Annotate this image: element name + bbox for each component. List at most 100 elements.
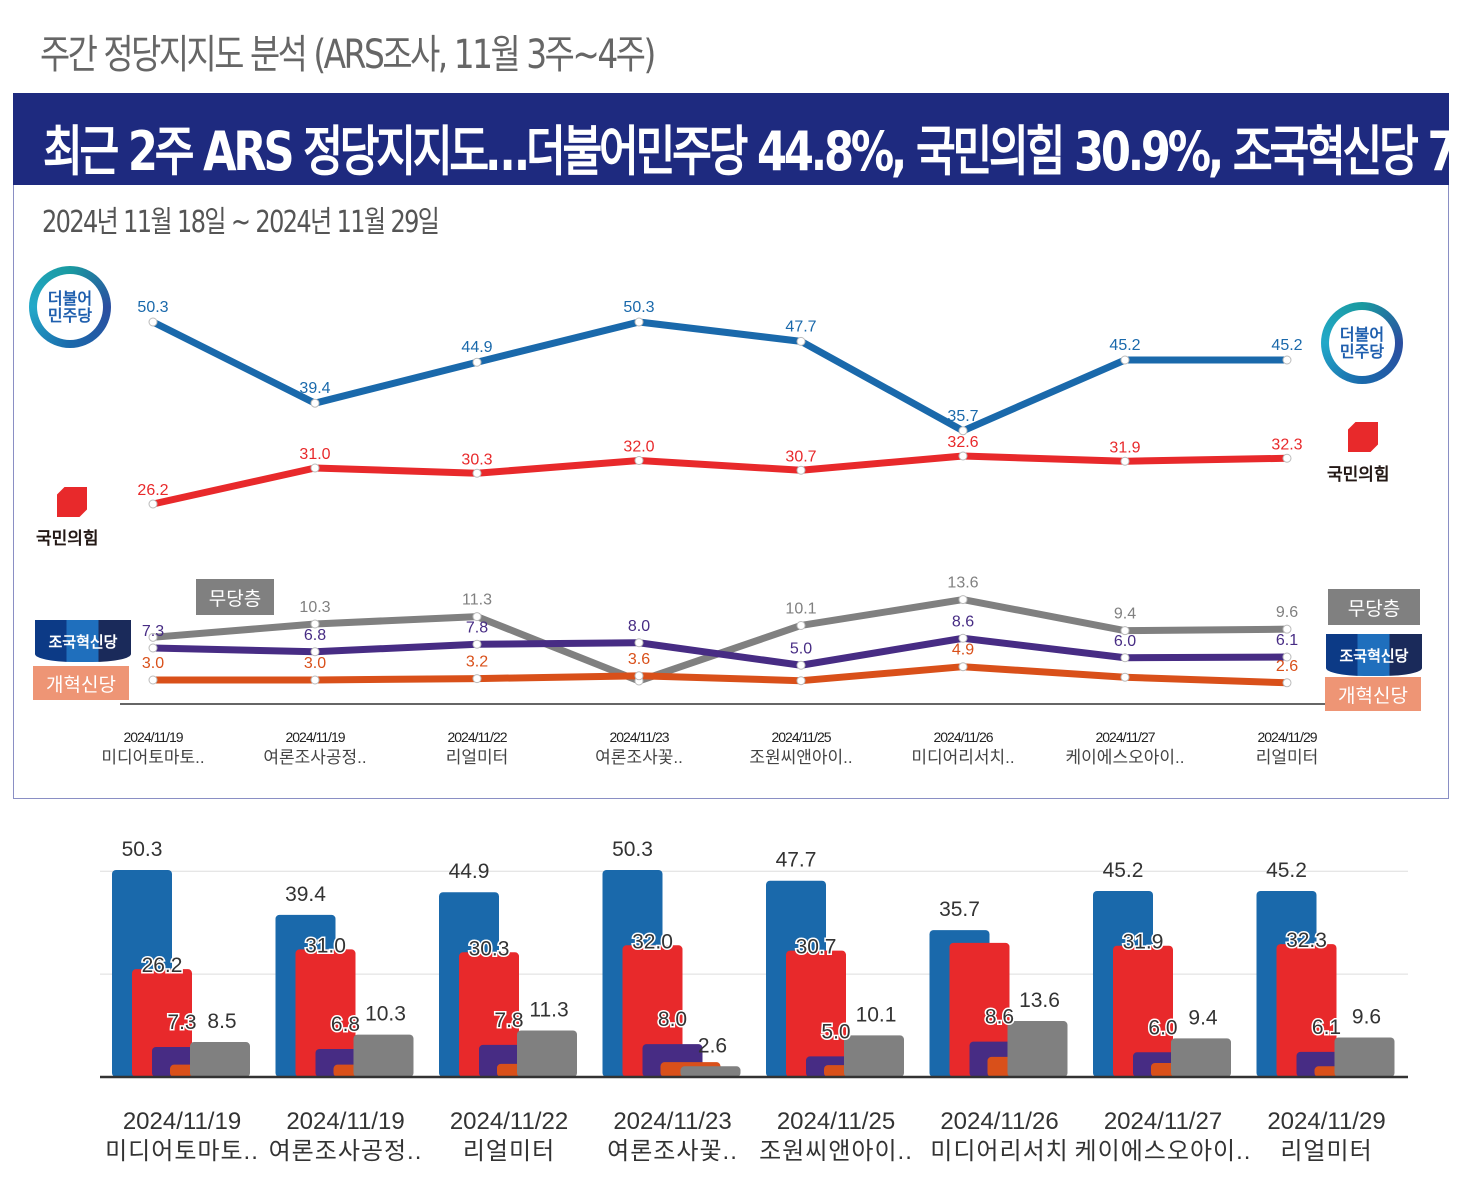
data-point-reform <box>148 675 158 685</box>
ppp-logo-text: 국민의힘 <box>36 529 99 549</box>
logo-text: 민주당 <box>47 306 93 325</box>
bar-x-tick-pollster: 여론조사꽃.. <box>607 1138 738 1165</box>
data-label-rebuilding: 5.0 <box>790 640 812 657</box>
data-point-independent <box>472 612 482 622</box>
bar-x-tick-date: 2024/11/27 <box>1104 1108 1222 1135</box>
data-label-independent: 10.1 <box>785 600 816 617</box>
bar-x-tick-date: 2024/11/25 <box>777 1108 895 1135</box>
logo-text: 민주당 <box>1339 342 1385 361</box>
data-label-rebuilding: 8.0 <box>628 618 650 635</box>
series-line-ppp <box>152 452 1288 508</box>
bar-x-tick-pollster: 케이에스오아이.. <box>1075 1138 1252 1165</box>
data-label-ppp: 30.7 <box>785 448 816 465</box>
bar-label-democratic: 45.2 <box>1266 859 1307 882</box>
bar-ppp <box>786 950 846 1077</box>
data-point-democratic <box>634 317 644 327</box>
bar-independent <box>1007 1021 1068 1077</box>
logo-text: 더불어 <box>1339 325 1385 344</box>
data-point-independent <box>958 595 968 605</box>
bar-x-tick-pollster: 미디어리서치 <box>930 1138 1068 1165</box>
data-label-democratic: 47.7 <box>785 318 816 335</box>
bar-label-ppp: 31.0 <box>305 934 346 957</box>
data-point-independent <box>796 620 806 630</box>
data-point-reform <box>634 671 644 681</box>
bar-label-democratic: 47.7 <box>776 849 817 872</box>
data-point-independent <box>1282 624 1292 634</box>
data-label-democratic: 44.9 <box>461 339 492 356</box>
logo-inner: 더불어 민주당 <box>1329 310 1395 376</box>
data-label-ppp: 30.3 <box>461 451 492 468</box>
data-label-democratic: 35.7 <box>947 408 978 425</box>
data-point-democratic <box>310 398 320 408</box>
data-label-democratic: 39.4 <box>299 380 330 397</box>
data-point-rebuilding <box>148 643 158 653</box>
data-point-democratic <box>796 336 806 346</box>
x-tick-date: 2024/11/27 <box>1095 729 1155 745</box>
bar-label-ppp: 31.9 <box>1123 931 1164 954</box>
logo-inner: 더불어 민주당 <box>37 274 103 340</box>
bar-label-democratic: 44.9 <box>449 860 490 883</box>
data-label-independent: 10.3 <box>299 599 330 616</box>
x-tick-date: 2024/11/23 <box>609 729 669 745</box>
data-label-reform: 3.6 <box>628 651 650 668</box>
bar-label-democratic: 39.4 <box>285 883 326 906</box>
logo-text: 더불어 <box>47 289 93 308</box>
data-point-rebuilding <box>1120 653 1130 663</box>
x-tick-date: 2024/11/22 <box>447 729 507 745</box>
bar-independent <box>844 1035 904 1077</box>
x-tick-pollster: 리얼미터 <box>1256 748 1319 767</box>
data-label-ppp: 32.3 <box>1271 436 1302 453</box>
data-label-independent: 11.3 <box>462 592 492 609</box>
data-label-reform: 3.0 <box>304 655 326 672</box>
bar-label-rebuilding: 6.8 <box>331 1013 360 1036</box>
x-tick-pollster: 여론조사공정.. <box>263 748 366 767</box>
bar-x-tick-pollster: 여론조사공정.. <box>269 1138 423 1165</box>
data-point-democratic <box>1120 355 1130 365</box>
data-point-democratic <box>958 426 968 436</box>
data-label-ppp: 31.9 <box>1109 439 1140 456</box>
data-label-democratic: 50.3 <box>137 299 168 316</box>
series-line-reform <box>153 663 1288 687</box>
data-label-ppp: 31.0 <box>299 446 330 463</box>
data-point-reform <box>958 662 968 672</box>
data-point-ppp <box>958 451 968 461</box>
bar-label-rebuilding: 5.0 <box>821 1020 850 1043</box>
x-tick-date: 2024/11/19 <box>123 729 183 745</box>
data-label-democratic: 45.2 <box>1271 337 1302 354</box>
data-point-ppp <box>634 456 644 465</box>
x-tick-pollster: 미디어토마토.. <box>101 748 204 767</box>
bar-ppp <box>1276 944 1337 1077</box>
bar-label-independent: 10.3 <box>365 1003 406 1026</box>
data-label-rebuilding: 6.1 <box>1276 632 1298 649</box>
data-point-democratic <box>148 317 158 327</box>
data-label-ppp: 32.0 <box>623 439 654 456</box>
bar-label-rebuilding: 7.3 <box>167 1011 196 1034</box>
bar-ppp <box>295 949 356 1077</box>
bar-x-tick-date: 2024/11/23 <box>613 1108 731 1135</box>
x-tick-pollster: 여론조사꽃.. <box>595 748 683 767</box>
bar-label-ppp: 30.7 <box>796 936 837 959</box>
data-point-independent <box>148 632 158 642</box>
bar-x-tick-pollster: 미디어토마토.. <box>105 1138 259 1165</box>
bar-x-tick-pollster: 리얼미터 <box>463 1138 555 1165</box>
democratic-party-logo: 더불어 민주당 <box>29 266 111 348</box>
democratic-party-logo-right: 더불어 민주당 <box>1321 302 1403 384</box>
rebuilding-party-badge-right: 조국혁신당 <box>1326 634 1422 676</box>
series-line-rebuilding <box>152 634 1288 669</box>
series-line-democratic <box>151 318 1287 435</box>
data-point-rebuilding <box>958 633 968 643</box>
data-label-reform: 3.0 <box>142 655 164 672</box>
data-point-rebuilding <box>472 639 482 649</box>
data-point-rebuilding <box>634 638 644 648</box>
bar-label-ppp: 30.3 <box>469 937 510 960</box>
ppp-logo-mark <box>57 487 87 517</box>
data-point-ppp <box>148 499 158 509</box>
bar-label-rebuilding: 6.0 <box>1148 1016 1177 1039</box>
data-label-ppp: 32.6 <box>947 434 978 451</box>
ppp-logo-text-right: 국민의힘 <box>1327 465 1390 485</box>
data-point-reform <box>310 675 320 685</box>
data-label-independent: 13.6 <box>947 575 978 592</box>
x-tick-pollster: 리얼미터 <box>446 748 509 767</box>
bar-label-ppp: 32.0 <box>632 930 673 953</box>
